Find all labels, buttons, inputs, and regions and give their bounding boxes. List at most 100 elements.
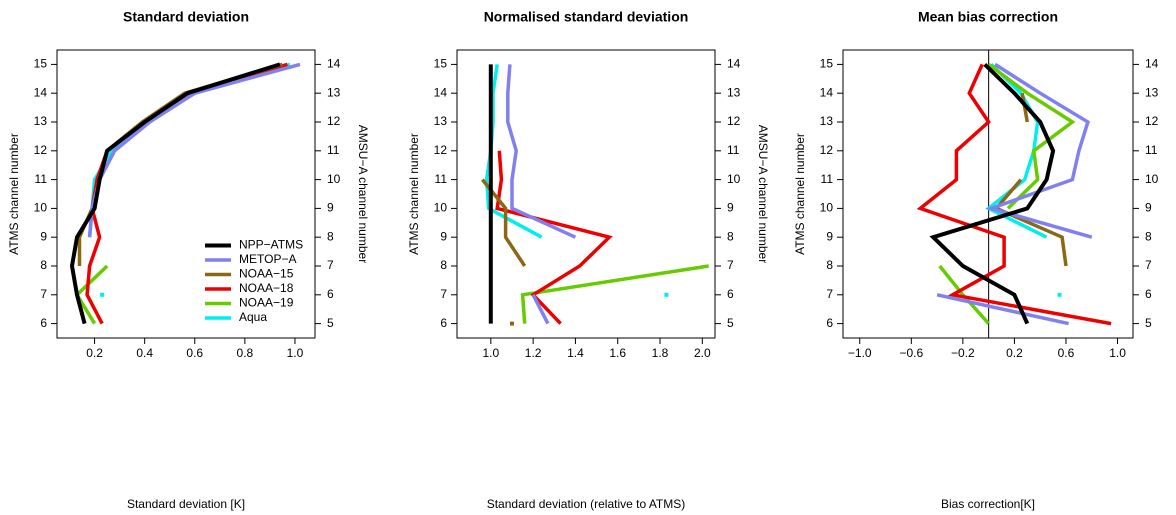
y2-tick-label: 9: [727, 201, 734, 215]
y-tick-label: 13: [820, 114, 834, 128]
legend-label: Aqua: [239, 310, 267, 324]
y-tick-label: 8: [440, 258, 447, 272]
y2-tick-label: 9: [327, 201, 334, 215]
x-axis-label: Bias correction[K]: [941, 497, 1035, 511]
x-tick-label: −0.6: [899, 346, 923, 360]
series-line: [916, 63, 1112, 326]
legend-label: NPP−ATMS: [239, 238, 303, 252]
y-tick-label: 7: [440, 287, 447, 301]
point: [664, 292, 669, 297]
x-tick-label: 0.4: [136, 346, 153, 360]
y2-tick-label: 5: [1145, 316, 1152, 330]
y2-tick-label: 7: [327, 258, 334, 272]
y2-axis-label: AMSU−A channel number: [356, 125, 370, 263]
x-tick-label: 0.8: [237, 346, 254, 360]
x-tick-label: 0.2: [86, 346, 103, 360]
series-line: [987, 62, 1076, 210]
y-axis-label: ATMS channel number: [407, 133, 421, 255]
x-tick-label: −1.0: [848, 346, 872, 360]
legend-label: METOP−A: [239, 252, 296, 266]
y-tick-label: 9: [40, 229, 47, 243]
y2-tick-label: 14: [1145, 57, 1159, 71]
y2-tick-label: 14: [327, 57, 341, 71]
plot-frame: [842, 49, 1134, 339]
legend-label: NOAA−18: [239, 281, 294, 295]
y-tick-label: 8: [826, 258, 833, 272]
y-tick-label: 14: [34, 85, 48, 99]
x-tick-label: 1.0: [1109, 346, 1126, 360]
plot-frame: [56, 49, 316, 339]
y-tick-label: 14: [434, 85, 448, 99]
y-tick-label: 10: [434, 201, 448, 215]
y-tick-label: 11: [35, 172, 48, 186]
point: [509, 321, 514, 326]
chart-title: Normalised standard deviation: [484, 9, 689, 25]
y2-tick-label: 8: [1145, 229, 1152, 243]
x-tick-label: 1.2: [525, 346, 542, 360]
y-axis-label: ATMS channel number: [7, 133, 21, 255]
x-tick-label: 0.2: [1006, 346, 1023, 360]
y2-tick-label: 10: [1145, 172, 1159, 186]
y-tick-label: 15: [34, 57, 48, 71]
y2-tick-label: 7: [727, 258, 734, 272]
y-tick-label: 14: [820, 85, 834, 99]
y-tick-label: 9: [440, 229, 447, 243]
y-tick-label: 11: [821, 172, 834, 186]
y2-tick-label: 10: [327, 172, 341, 186]
x-tick-label: 0.6: [186, 346, 203, 360]
y-tick-label: 6: [40, 316, 47, 330]
y-tick-label: 10: [34, 201, 48, 215]
y-tick-label: 12: [820, 143, 834, 157]
series-line: [481, 178, 527, 267]
series-line: [77, 62, 283, 266]
point: [1057, 292, 1062, 297]
y-axis-label: ATMS channel number: [793, 133, 807, 255]
chart-title: Standard deviation: [123, 9, 249, 25]
y2-tick-label: 11: [727, 143, 740, 157]
y-tick-label: 7: [826, 287, 833, 301]
y-tick-label: 15: [820, 57, 834, 71]
y2-tick-label: 10: [727, 172, 741, 186]
y2-tick-label: 11: [1145, 143, 1158, 157]
x-tick-label: 1.4: [567, 346, 584, 360]
y2-tick-label: 14: [727, 57, 741, 71]
y-tick-label: 9: [826, 229, 833, 243]
x-tick-label: −0.2: [951, 346, 975, 360]
y2-tick-label: 6: [727, 287, 734, 301]
series-line: [993, 178, 1068, 267]
y2-tick-label: 6: [327, 287, 334, 301]
y2-tick-label: 12: [727, 114, 741, 128]
y2-tick-label: 13: [727, 85, 741, 99]
series-line: [938, 264, 990, 325]
y2-tick-label: 9: [1145, 201, 1152, 215]
series-line: [929, 62, 1056, 325]
series-line: [936, 293, 1069, 326]
y2-tick-label: 12: [327, 114, 341, 128]
y2-tick-label: 11: [327, 143, 340, 157]
series-line: [520, 264, 709, 324]
y2-tick-label: 8: [727, 229, 734, 243]
series-line: [87, 62, 301, 238]
y2-tick-label: 5: [327, 316, 334, 330]
y2-tick-label: 8: [327, 229, 334, 243]
x-tick-label: 1.8: [652, 346, 669, 360]
y-tick-label: 12: [34, 143, 48, 157]
y-tick-label: 6: [440, 316, 447, 330]
chart-title: Mean bias correction: [918, 9, 1058, 25]
x-tick-label: 1.0: [287, 346, 304, 360]
y-tick-label: 11: [435, 172, 448, 186]
y-tick-label: 13: [34, 114, 48, 128]
y-tick-label: 7: [40, 287, 47, 301]
y2-axis-label: AMSU−A channel number: [1174, 125, 1176, 263]
series-line: [69, 62, 281, 325]
y2-tick-label: 5: [727, 316, 734, 330]
series-line: [531, 294, 550, 325]
y2-tick-label: 12: [1145, 114, 1159, 128]
y2-tick-label: 13: [327, 85, 341, 99]
y-tick-label: 10: [820, 201, 834, 215]
y2-axis-label: AMSU−A channel number: [756, 125, 770, 263]
y-tick-label: 8: [40, 258, 47, 272]
y-tick-label: 12: [434, 143, 448, 157]
